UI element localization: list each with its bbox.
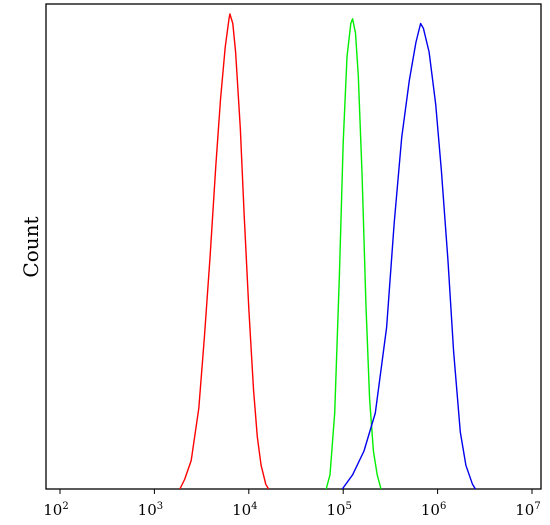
y-axis-label: Count [19, 216, 43, 277]
series-line-1 [179, 13, 270, 490]
x-tick-label: 107 [515, 501, 540, 519]
series-layer [179, 13, 476, 490]
x-tick-label: 102 [43, 501, 68, 519]
series-line-3 [341, 22, 476, 490]
plot-frame [45, 3, 542, 490]
x-tick-label: 103 [138, 501, 163, 519]
series-line-2 [325, 18, 382, 490]
x-tick-label: 105 [326, 501, 351, 519]
x-tick-label: 104 [232, 501, 257, 519]
x-tick-label: 106 [421, 501, 446, 519]
x-tick-layer: 102 103 104 105 106 107 [43, 489, 541, 519]
